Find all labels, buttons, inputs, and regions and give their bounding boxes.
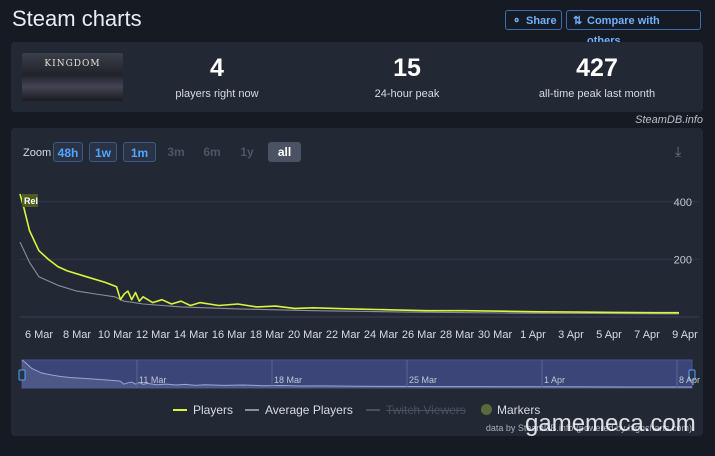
navigator-line [21, 359, 692, 388]
credit-label: SteamDB.info [635, 114, 703, 126]
navigator-area [22, 360, 692, 388]
share-button[interactable]: ⚬ Share [505, 10, 562, 30]
x-tick-label: 6 Mar [25, 329, 53, 341]
share-icon: ⚬ [512, 15, 522, 27]
stat-current: 4 players right now [147, 54, 287, 100]
legend-symbol [481, 404, 492, 415]
x-tick-label: 3 Apr [558, 329, 584, 341]
game-thumbnail[interactable]: KINGDOM [22, 53, 123, 101]
zoom-all-button[interactable]: all [268, 142, 301, 162]
x-tick-label: 30 Mar [478, 329, 513, 341]
navigator-label: 8 Apr [679, 375, 700, 385]
release-marker-label: Rel [24, 196, 38, 206]
stat-value: 4 [210, 54, 224, 82]
legend-label: Markers [497, 403, 541, 417]
stats-bar: KINGDOM 4 players right now 15 24-hour p… [11, 42, 703, 112]
stat-value: 15 [393, 54, 421, 82]
x-tick-label: 16 Mar [212, 329, 247, 341]
game-thumbnail-text: KINGDOM [44, 59, 101, 69]
navigator-handle-right [688, 369, 696, 381]
legend-item-players[interactable]: Players [173, 403, 233, 417]
legend-label: Twitch Viewers [386, 403, 466, 417]
navigator-label: 11 Mar [139, 375, 166, 385]
x-tick-label: 12 Mar [136, 329, 171, 341]
legend-item-average-players[interactable]: Average Players [245, 403, 353, 417]
legend-symbol [245, 409, 259, 411]
legend-item-markers[interactable]: Markers [481, 403, 540, 417]
x-tick-label: 9 Apr [672, 329, 698, 341]
page-title: Steam charts [12, 6, 142, 31]
x-tick-label: 18 Mar [250, 329, 285, 341]
legend-item-twitch-viewers[interactable]: Twitch Viewers [366, 403, 466, 417]
x-tick-label: 10 Mar [98, 329, 133, 341]
stat-alltime-peak: 427 all-time peak last month [527, 54, 667, 100]
x-tick-label: 24 Mar [364, 329, 399, 341]
x-tick-label: 22 Mar [326, 329, 361, 341]
navigator-label: 25 Mar [409, 375, 437, 385]
zoom-48h-button[interactable]: 48h [53, 142, 83, 162]
x-tick-label: 20 Mar [288, 329, 323, 341]
stat-label: 24-hour peak [374, 88, 440, 100]
chart-panel: Zoom 48h 1w 1m 3m 6m 1y all ⤓ 200 400 6 M… [11, 128, 703, 436]
watermark-text: gamemeca.com [525, 410, 696, 437]
stat-value: 427 [576, 54, 618, 82]
x-tick-label: 8 Mar [63, 329, 91, 341]
x-tick-label: 28 Mar [440, 329, 475, 341]
compare-icon: ⇅ [573, 15, 583, 27]
legend-symbol [366, 409, 380, 411]
compare-button[interactable]: ⇅ Compare with others... [566, 10, 701, 47]
series-line-players [19, 193, 679, 314]
chart-footer: data by SteamDB.info (powered by highcha… [485, 423, 692, 433]
stat-label: all-time peak last month [538, 88, 656, 100]
x-tick-label: 7 Apr [634, 329, 660, 341]
stat-24h-peak: 15 24-hour peak [337, 54, 477, 100]
x-tick-label: 14 Mar [174, 329, 209, 341]
zoom-1w-button[interactable]: 1w [89, 142, 117, 162]
zoom-label: Zoom [23, 147, 52, 159]
legend-label: Average Players [265, 403, 353, 417]
release-marker [22, 194, 38, 207]
x-tick-label: 5 Apr [596, 329, 622, 341]
legend-label: Players [193, 403, 234, 417]
navigator-label: 1 Apr [544, 375, 565, 385]
zoom-3m-button[interactable]: 3m [167, 145, 185, 159]
share-label: Share [526, 15, 557, 27]
legend-symbol [173, 409, 187, 411]
x-tick-label: 26 Mar [402, 329, 437, 341]
stat-label: players right now [175, 88, 259, 100]
navigator-handle-left [18, 369, 26, 381]
zoom-1m-button[interactable]: 1m [123, 142, 156, 162]
x-tick-label: 1 Apr [520, 329, 546, 341]
players-chart[interactable]: 200 400 6 Mar 8 Mar 10 Mar 12 Mar 14 Mar 16 Ma… [11, 128, 703, 428]
series-line-average-players [19, 241, 680, 315]
navigator-label: 18 Mar [274, 375, 302, 385]
y-tick-label: 200 [674, 254, 692, 266]
zoom-6m-button[interactable]: 6m [203, 145, 221, 159]
download-icon[interactable]: ⤓ [675, 143, 682, 159]
zoom-1y-button[interactable]: 1y [240, 145, 254, 159]
y-tick-label: 400 [674, 197, 692, 209]
